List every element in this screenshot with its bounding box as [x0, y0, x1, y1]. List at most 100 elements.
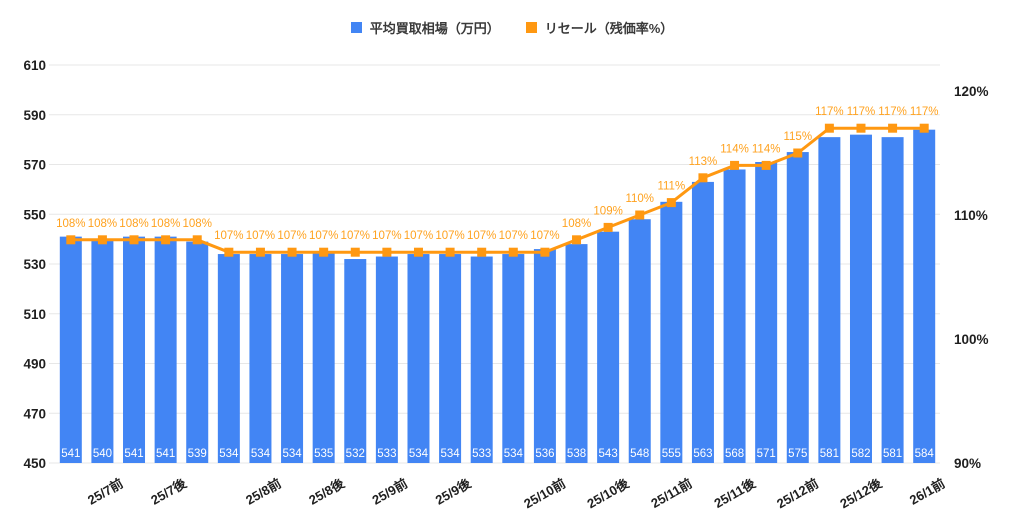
- bar[interactable]: [470, 256, 493, 463]
- percent-data-label: 117%: [847, 106, 876, 118]
- bar[interactable]: [818, 137, 841, 463]
- bar[interactable]: [533, 249, 556, 463]
- x-axis-tick-label: 25/11後: [712, 475, 759, 511]
- line-marker[interactable]: [635, 210, 645, 220]
- x-axis-tick-label: 26/1前: [907, 476, 948, 508]
- bar[interactable]: [913, 129, 936, 464]
- line-marker[interactable]: [255, 247, 265, 257]
- bar[interactable]: [881, 137, 904, 463]
- line-series-label: リセール（残価率%）: [544, 21, 674, 36]
- line-marker[interactable]: [793, 148, 803, 158]
- x-axis-tick-label: 25/8前: [243, 476, 284, 508]
- percent-data-label: 115%: [783, 131, 812, 143]
- bar[interactable]: [91, 239, 114, 463]
- bar[interactable]: [597, 231, 620, 463]
- bar-value-label: 563: [693, 448, 712, 460]
- percent-data-label: 107%: [214, 230, 243, 242]
- line-marker[interactable]: [319, 247, 329, 257]
- bar-value-label: 540: [93, 448, 112, 460]
- line-marker[interactable]: [129, 235, 139, 245]
- bar[interactable]: [344, 259, 367, 463]
- line-marker[interactable]: [382, 247, 392, 257]
- bar-value-label: 533: [377, 448, 396, 460]
- line-marker[interactable]: [287, 247, 297, 257]
- bar-value-label: 568: [725, 448, 744, 460]
- line-marker[interactable]: [192, 235, 202, 245]
- bar-value-label: 534: [282, 448, 302, 460]
- bar-value-label: 571: [757, 448, 776, 460]
- line-marker[interactable]: [477, 247, 487, 257]
- percent-data-label: 107%: [372, 230, 401, 242]
- bar-value-label: 582: [851, 448, 870, 460]
- bar[interactable]: [755, 162, 778, 463]
- bar[interactable]: [407, 254, 430, 463]
- line-marker[interactable]: [350, 247, 360, 257]
- bar-value-label: 532: [346, 448, 365, 460]
- x-axis-tick-label: 25/8後: [306, 475, 348, 508]
- bar[interactable]: [59, 236, 82, 463]
- line-marker[interactable]: [856, 123, 866, 133]
- bar[interactable]: [123, 236, 146, 463]
- bar-value-label: 536: [535, 448, 554, 460]
- line-marker[interactable]: [508, 247, 518, 257]
- bar-value-label: 538: [567, 448, 586, 460]
- line-marker[interactable]: [540, 247, 550, 257]
- bar[interactable]: [281, 254, 304, 463]
- left-axis-tick-label: 530: [23, 257, 46, 272]
- bar[interactable]: [565, 244, 588, 463]
- percent-data-label: 117%: [910, 106, 939, 118]
- line-marker[interactable]: [888, 123, 898, 133]
- right-axis-tick-label: 120%: [954, 84, 989, 99]
- percent-data-label: 107%: [246, 230, 275, 242]
- bar[interactable]: [249, 254, 272, 463]
- line-marker[interactable]: [413, 247, 423, 257]
- x-axis-tick-label: 25/10前: [521, 476, 568, 512]
- line-marker[interactable]: [666, 198, 676, 208]
- bar[interactable]: [154, 236, 177, 463]
- left-axis-tick-label: 550: [23, 207, 46, 222]
- legend-item-buyback-price: 平均買取相場（万円）: [350, 18, 500, 37]
- percent-data-label: 109%: [593, 205, 622, 217]
- percent-data-label: 114%: [752, 143, 781, 155]
- line-marker[interactable]: [97, 235, 107, 245]
- line-marker[interactable]: [445, 247, 455, 257]
- resale-rate-line: [70, 126, 925, 254]
- line-marker[interactable]: [603, 222, 613, 232]
- bar[interactable]: [375, 256, 398, 463]
- bar[interactable]: [628, 219, 651, 463]
- bar-value-label: 555: [662, 448, 681, 460]
- line-marker[interactable]: [572, 235, 582, 245]
- line-marker[interactable]: [761, 160, 771, 170]
- line-marker[interactable]: [698, 173, 708, 183]
- percent-data-label: 107%: [341, 230, 370, 242]
- bar-value-label: 534: [251, 448, 271, 460]
- bar[interactable]: [691, 181, 714, 463]
- percent-data-label: 107%: [404, 230, 433, 242]
- bar[interactable]: [849, 134, 872, 463]
- percent-data-label: 108%: [183, 218, 212, 230]
- bar[interactable]: [186, 241, 209, 463]
- line-marker[interactable]: [730, 160, 740, 170]
- left-axis-tick-label: 610: [23, 58, 46, 73]
- percent-data-label: 111%: [657, 181, 685, 193]
- bar[interactable]: [312, 251, 335, 463]
- bar[interactable]: [217, 254, 240, 463]
- percent-data-label: 108%: [151, 218, 180, 230]
- percent-data-label: 114%: [720, 143, 749, 155]
- x-axis-tick-label: 25/12後: [837, 475, 885, 511]
- bar-value-label: 539: [188, 448, 207, 460]
- bar[interactable]: [660, 201, 683, 463]
- line-marker[interactable]: [224, 247, 234, 257]
- bar[interactable]: [439, 254, 462, 463]
- line-marker[interactable]: [161, 235, 171, 245]
- left-axis-tick-label: 510: [23, 307, 46, 322]
- line-marker[interactable]: [919, 123, 929, 133]
- bar-value-label: 541: [61, 448, 80, 460]
- line-marker[interactable]: [824, 123, 834, 133]
- bar-series-label: 平均買取相場（万円）: [369, 21, 500, 36]
- line-marker[interactable]: [66, 235, 76, 245]
- bar[interactable]: [786, 152, 809, 463]
- bar[interactable]: [723, 169, 746, 463]
- bar[interactable]: [502, 254, 525, 463]
